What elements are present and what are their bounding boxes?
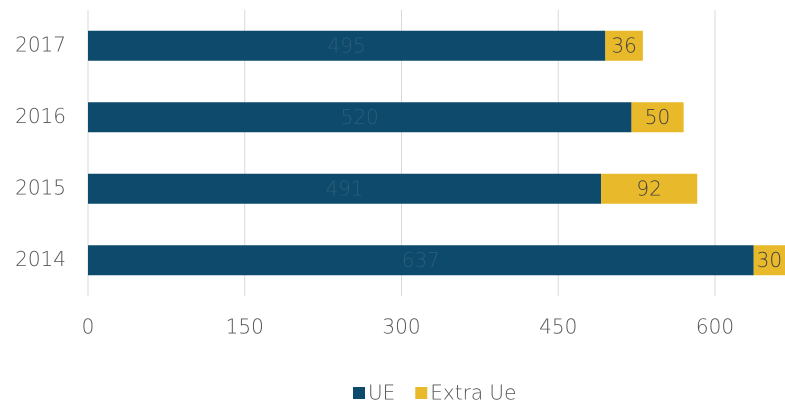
- value-label: 36: [611, 33, 636, 57]
- bar-segment: [88, 173, 602, 204]
- x-tick-label: 600: [696, 315, 734, 339]
- bar-segment: [88, 102, 632, 133]
- x-tick-label: 150: [226, 315, 264, 339]
- y-tick-label: 2014: [15, 247, 66, 271]
- legend-label: Extra Ue: [430, 381, 516, 401]
- bar-segment: [88, 30, 606, 61]
- legend-swatch: [353, 387, 365, 399]
- y-tick-label: 2017: [15, 32, 66, 56]
- bar-segment: [631, 102, 684, 133]
- value-label: 92: [636, 176, 661, 200]
- y-tick-label: 2015: [15, 175, 66, 199]
- bar-segment: [605, 30, 643, 61]
- x-tick-label: 0: [82, 315, 95, 339]
- value-label: 637: [402, 248, 440, 272]
- y-tick-label: 2016: [15, 104, 66, 128]
- x-tick-label: 450: [539, 315, 577, 339]
- value-label: 50: [645, 105, 670, 129]
- value-label: 495: [328, 33, 366, 57]
- bar-segment: [601, 173, 698, 204]
- legend-label: UE: [368, 381, 395, 401]
- value-label: 491: [325, 176, 363, 200]
- value-label: 520: [341, 105, 379, 129]
- bar-segment: [88, 245, 754, 276]
- bar-segment: [753, 245, 785, 276]
- value-label: 30: [757, 248, 782, 272]
- x-tick-label: 300: [382, 315, 420, 339]
- legend-swatch: [415, 387, 428, 399]
